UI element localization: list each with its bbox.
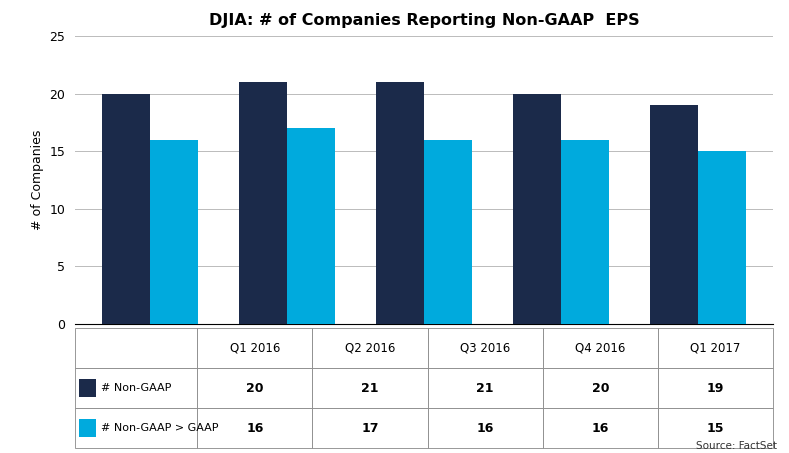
Text: 20: 20	[246, 382, 264, 395]
Text: 21: 21	[477, 382, 494, 395]
Text: 21: 21	[361, 382, 379, 395]
Text: Q2 2016: Q2 2016	[345, 342, 395, 355]
Text: # Non-GAAP > GAAP: # Non-GAAP > GAAP	[101, 424, 219, 434]
Text: 16: 16	[477, 422, 494, 435]
Bar	[561, 140, 609, 324]
Bar	[698, 151, 746, 324]
Y-axis label: # of Companies: # of Companies	[31, 130, 44, 230]
Text: Source: FactSet: Source: FactSet	[696, 441, 777, 451]
Title: DJIA: # of Companies Reporting Non-GAAP  EPS: DJIA: # of Companies Reporting Non-GAAP …	[209, 13, 639, 28]
Text: 20: 20	[592, 382, 609, 395]
Bar	[513, 94, 561, 324]
Bar	[150, 140, 198, 324]
Bar	[239, 82, 287, 324]
Bar	[424, 140, 472, 324]
Text: # Non-GAAP: # Non-GAAP	[101, 383, 171, 394]
Text: 19: 19	[707, 382, 724, 395]
Text: 15: 15	[707, 422, 724, 435]
Bar	[103, 94, 150, 324]
Bar	[376, 82, 424, 324]
Text: Q1 2017: Q1 2017	[690, 342, 741, 355]
Text: 16: 16	[592, 422, 609, 435]
Text: Q3 2016: Q3 2016	[460, 342, 510, 355]
Bar	[287, 128, 335, 324]
Text: 17: 17	[361, 422, 379, 435]
Text: 16: 16	[246, 422, 264, 435]
Text: Q4 2016: Q4 2016	[575, 342, 626, 355]
Bar	[650, 105, 698, 324]
Text: Q1 2016: Q1 2016	[230, 342, 280, 355]
